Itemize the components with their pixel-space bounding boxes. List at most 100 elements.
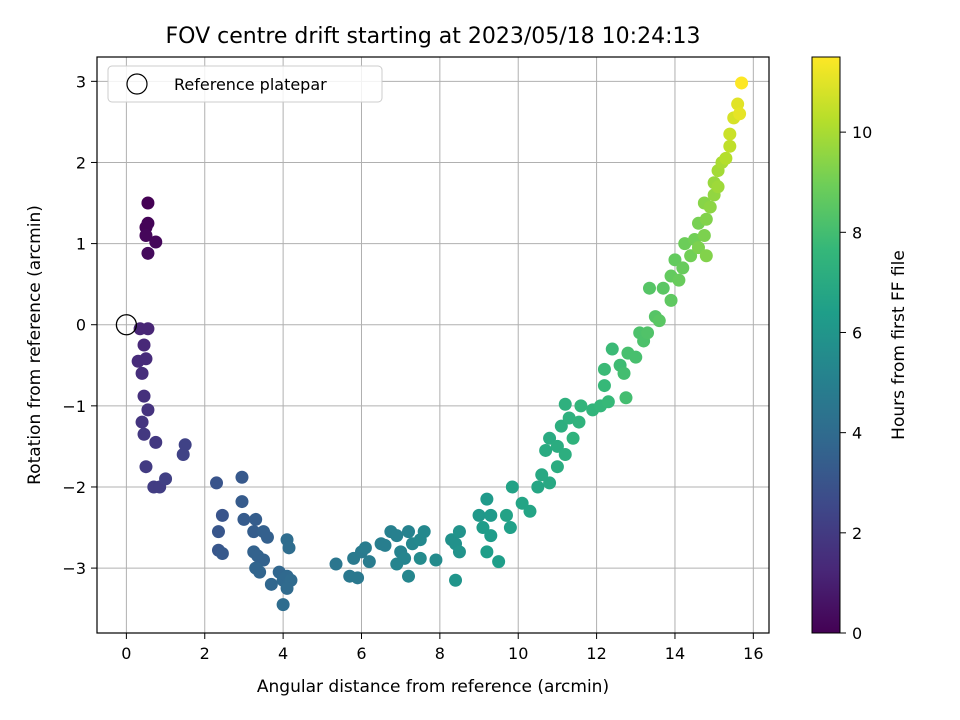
data-point <box>235 470 249 484</box>
data-point <box>135 366 149 380</box>
data-point <box>139 352 153 366</box>
data-point <box>731 97 745 111</box>
y-tick-label: 0 <box>76 316 86 335</box>
data-point <box>597 379 611 393</box>
data-point <box>237 512 251 526</box>
data-point <box>691 241 705 255</box>
data-point <box>562 411 576 425</box>
data-point <box>452 525 466 539</box>
data-point <box>215 546 229 560</box>
data-point <box>554 419 568 433</box>
data-point <box>492 555 506 569</box>
data-point <box>723 127 737 141</box>
data-point <box>362 555 376 569</box>
data-point <box>476 521 490 535</box>
data-point <box>390 529 404 543</box>
data-point <box>484 529 498 543</box>
data-point <box>402 525 416 539</box>
data-point <box>733 107 747 121</box>
y-tick-label: −3 <box>62 559 86 578</box>
data-point <box>629 350 643 364</box>
x-axis: 0 2 4 6 8 10 12 14 16 <box>121 633 764 663</box>
x-tick-label: 2 <box>200 644 210 663</box>
data-point <box>176 448 190 462</box>
data-point <box>543 476 557 490</box>
y-tick-label: 3 <box>76 72 86 91</box>
colorbar-tick-label: 2 <box>852 524 862 543</box>
grid-lines <box>97 57 769 633</box>
x-tick-label: 0 <box>121 644 131 663</box>
data-point <box>664 293 678 307</box>
data-point <box>282 541 296 555</box>
y-tick-label: 2 <box>76 153 86 172</box>
data-point <box>678 237 692 251</box>
data-point <box>215 508 229 522</box>
data-point <box>480 492 494 506</box>
x-tick-label: 16 <box>743 644 763 663</box>
data-point <box>572 415 586 429</box>
data-point <box>656 281 670 295</box>
data-point <box>390 557 404 571</box>
x-tick-label: 10 <box>508 644 528 663</box>
colorbar-label: Hours from first FF file <box>889 250 909 440</box>
data-point <box>684 249 698 263</box>
data-point <box>597 362 611 376</box>
data-point <box>574 399 588 413</box>
x-tick-label: 4 <box>278 644 288 663</box>
data-point <box>523 504 537 518</box>
data-point <box>452 545 466 559</box>
data-point <box>351 571 365 585</box>
data-point <box>276 598 290 612</box>
data-point <box>641 326 655 340</box>
data-point <box>137 427 151 441</box>
data-point <box>668 253 682 267</box>
x-tick-label: 12 <box>586 644 606 663</box>
x-axis-label: Angular distance from reference (arcmin) <box>257 677 609 697</box>
x-tick-label: 8 <box>435 644 445 663</box>
data-point <box>141 196 155 210</box>
data-point <box>642 281 656 295</box>
data-point <box>141 403 155 417</box>
plot-frame <box>96 56 770 634</box>
data-point <box>139 460 153 474</box>
scatter-points <box>115 76 749 612</box>
colorbar-tick-label: 0 <box>852 624 862 643</box>
data-point <box>139 228 153 242</box>
y-tick-label: −2 <box>62 478 86 497</box>
legend-label: Reference platepar <box>174 75 327 94</box>
data-point <box>149 235 163 249</box>
data-point <box>515 496 529 510</box>
data-point <box>699 249 713 263</box>
data-point <box>378 538 392 552</box>
data-point <box>503 521 517 535</box>
y-tick-label: −1 <box>62 397 86 416</box>
x-tick-label: 6 <box>356 644 366 663</box>
data-point <box>711 180 725 194</box>
data-point <box>484 508 498 522</box>
data-point <box>210 476 224 490</box>
data-point <box>211 525 225 539</box>
data-point <box>566 431 580 445</box>
data-point <box>249 512 263 526</box>
x-tick-label: 14 <box>665 644 685 663</box>
data-point <box>159 472 173 486</box>
colorbar-tick-label: 6 <box>852 323 862 342</box>
data-point <box>449 573 463 587</box>
colorbar-gradient <box>811 56 841 634</box>
data-point <box>358 541 372 555</box>
data-point <box>135 415 149 429</box>
data-point <box>247 525 261 539</box>
chart-title: FOV centre drift starting at 2023/05/18 … <box>166 24 701 49</box>
data-point <box>178 438 192 452</box>
data-point <box>605 342 619 356</box>
data-point <box>539 443 553 457</box>
data-point <box>260 530 274 544</box>
data-point <box>429 553 443 567</box>
data-point <box>550 439 564 453</box>
data-point <box>735 76 749 90</box>
y-tick-label: 1 <box>76 235 86 254</box>
data-point <box>697 228 711 242</box>
data-point <box>253 565 267 579</box>
data-point <box>558 397 572 411</box>
